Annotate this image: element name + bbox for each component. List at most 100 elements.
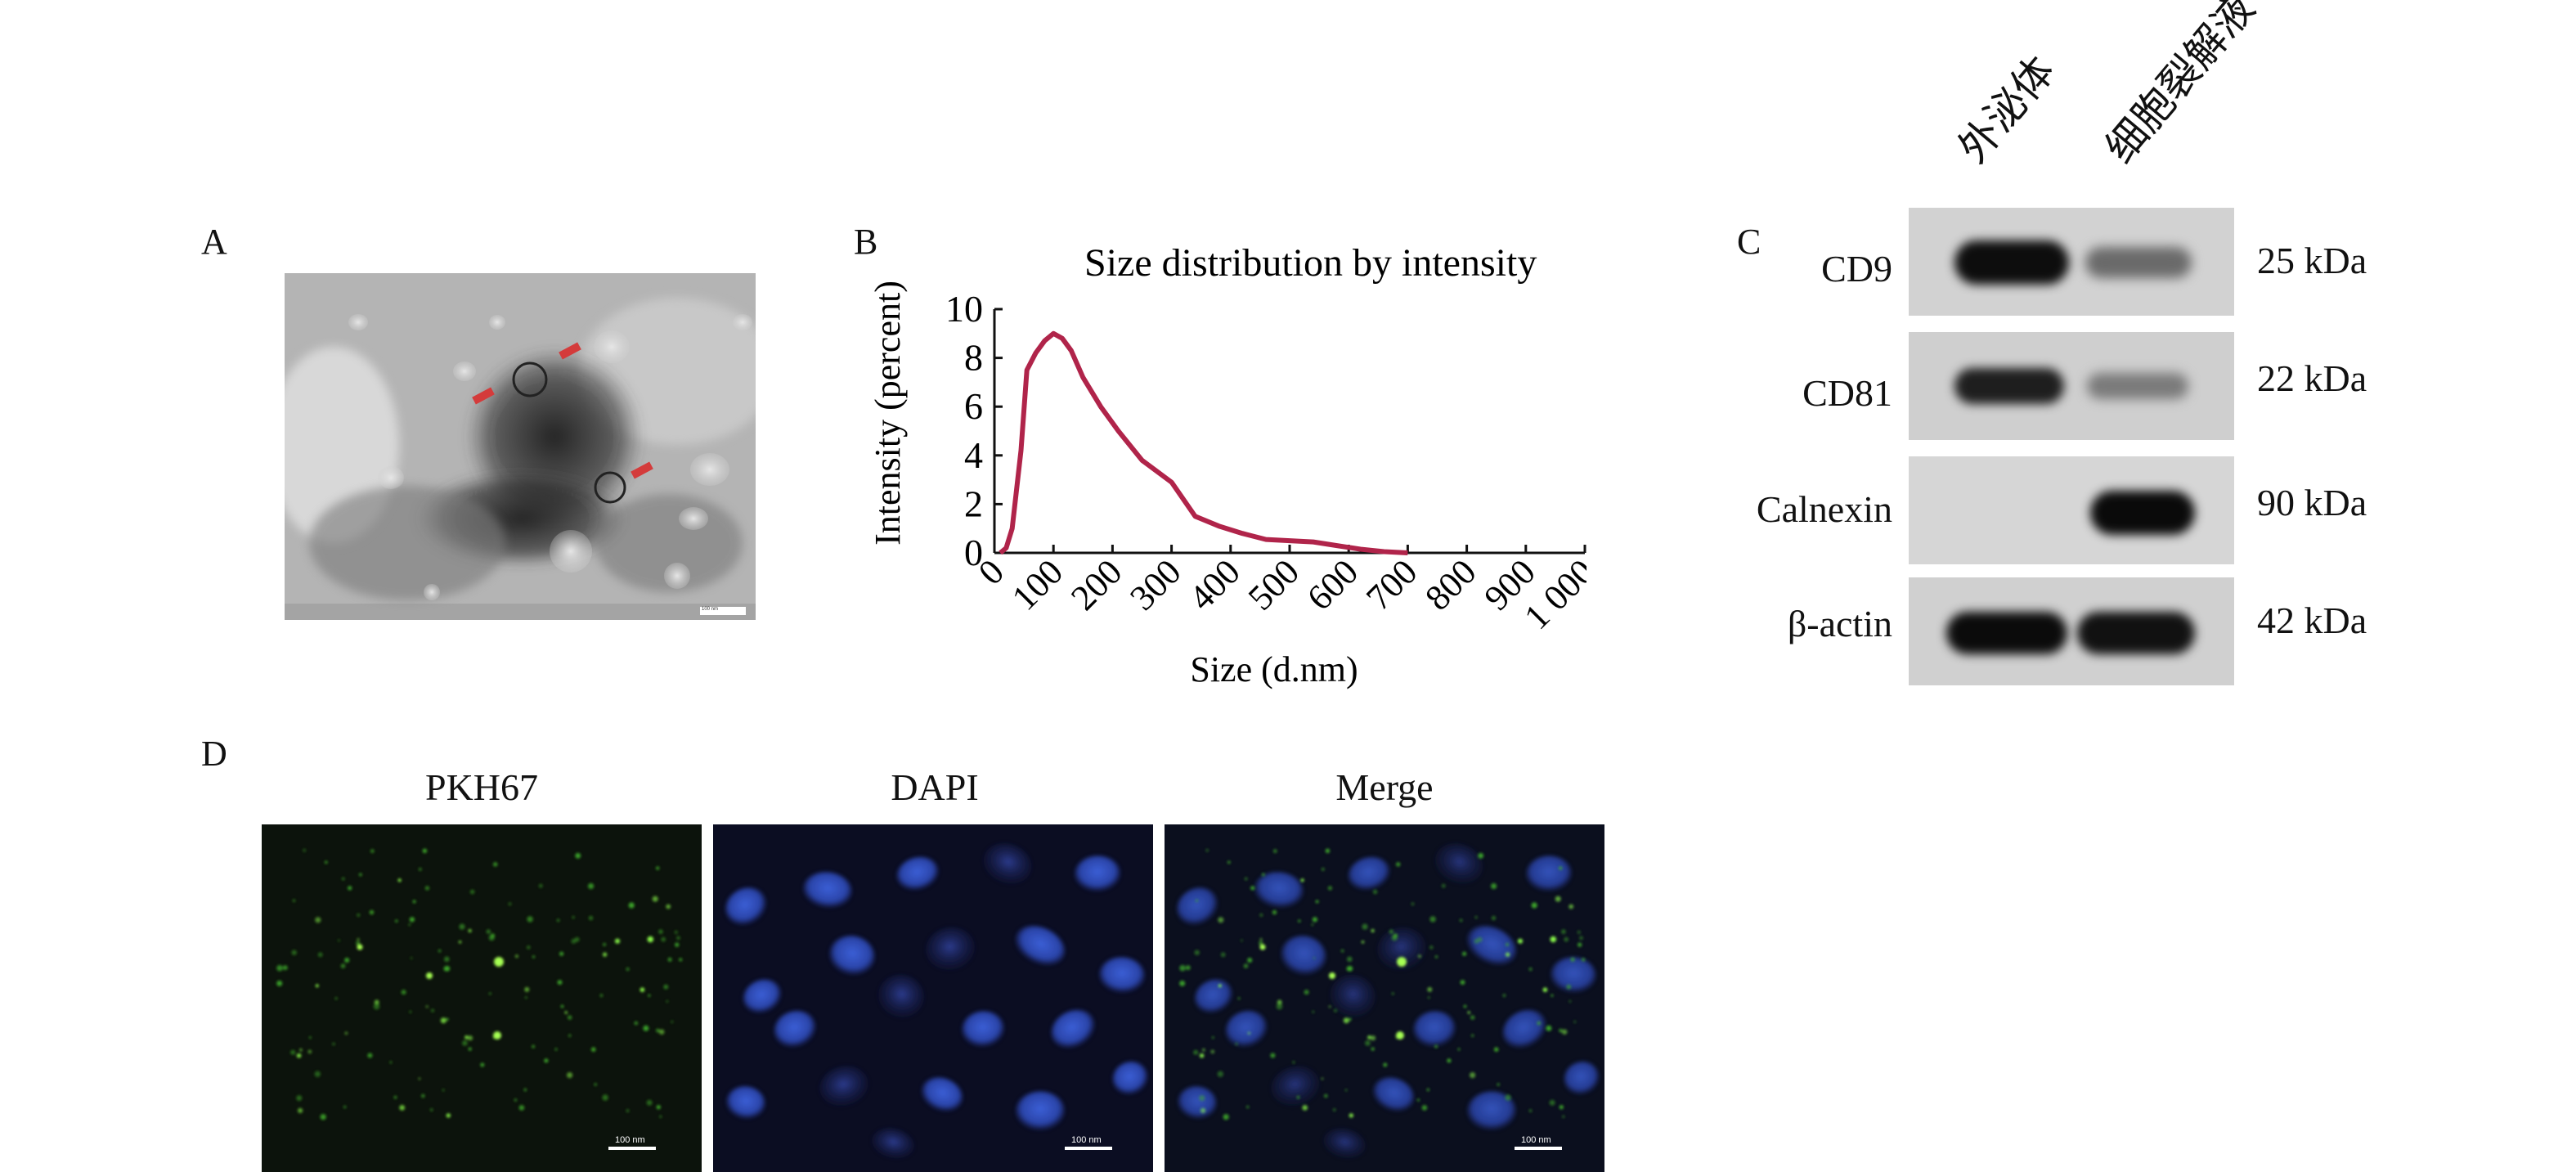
- green-vesicle-dot: [1298, 919, 1301, 923]
- green-vesicle-dot: [1447, 1058, 1452, 1063]
- green-vesicle-dot: [1429, 945, 1434, 950]
- green-vesicle-dot: [458, 941, 462, 944]
- nucleus: [1271, 1066, 1320, 1107]
- green-vesicle-dot: [559, 951, 564, 956]
- nucleus: [1372, 1077, 1415, 1111]
- green-vesicle-dot: [410, 957, 413, 959]
- green-vesicle-dot: [425, 1005, 429, 1008]
- green-vesicle-dot: [1179, 964, 1186, 972]
- green-vesicle-dot: [527, 916, 533, 923]
- green-vesicle-dot: [1365, 1040, 1371, 1046]
- green-vesicle-dot: [564, 1011, 568, 1014]
- green-vesicle-dot: [1259, 941, 1263, 945]
- nucleus: [726, 1085, 765, 1120]
- chart-axes: [993, 309, 1585, 555]
- green-vesicle-dot: [1470, 1015, 1475, 1020]
- green-vesicle-dot: [357, 913, 361, 917]
- dapi-fluorescence: [713, 824, 1153, 1172]
- panel-label-c: C: [1737, 222, 1761, 262]
- green-vesicle-dot: [671, 1021, 674, 1023]
- green-vesicle-dot: [538, 883, 543, 888]
- green-vesicle-dot: [1546, 1025, 1552, 1031]
- green-vesicle-dot: [656, 866, 660, 870]
- green-vesicle-dot: [409, 917, 415, 923]
- green-vesicle-dot: [359, 873, 362, 877]
- green-vesicle-dot: [524, 996, 527, 999]
- nucleus: [1051, 1009, 1095, 1049]
- green-vesicle-dot: [1179, 980, 1186, 986]
- green-vesicle-dot: [373, 1003, 380, 1010]
- green-vesicle-dot: [1300, 878, 1304, 882]
- blot-row-cd81: [1909, 332, 2234, 440]
- green-vesicle-dot: [421, 1093, 425, 1098]
- y-tick-label: 8: [964, 337, 983, 379]
- series-line: [999, 330, 1408, 555]
- nucleus: [983, 843, 1032, 884]
- lane-label-exosome: 外泌体: [1950, 47, 2064, 172]
- panel-label-d: D: [201, 734, 227, 774]
- green-vesicle-dot: [1262, 873, 1265, 877]
- green-vesicle-dot: [1471, 1034, 1474, 1037]
- nucleus: [1281, 935, 1326, 976]
- nucleus: [1323, 1128, 1366, 1159]
- green-vesicle-dot: [291, 950, 297, 955]
- green-vesicle-dot: [1315, 900, 1319, 904]
- green-vesicle-dot: [643, 1025, 649, 1031]
- green-vesicle-dot: [296, 1053, 302, 1058]
- green-vesicle-dot: [459, 923, 465, 930]
- pkh67-image: 100 nm: [262, 824, 702, 1172]
- green-vesicle-dot: [370, 849, 375, 853]
- x-tick-label: 100: [1004, 551, 1070, 617]
- scale-text-dapi: 100 nm: [1071, 1135, 1102, 1145]
- green-vesicle-dot: [418, 868, 422, 871]
- nucleus: [803, 871, 852, 909]
- green-vesicle-dot: [1434, 1044, 1438, 1049]
- green-vesicle-dot: [1223, 1114, 1229, 1120]
- title-merge: Merge: [1335, 766, 1434, 808]
- green-vesicle-dot: [1347, 956, 1353, 963]
- green-vesicle-dot: [1250, 886, 1255, 891]
- nucleus: [1377, 927, 1426, 971]
- green-vesicle-dot: [514, 1098, 517, 1102]
- green-vesicle-dot: [1551, 994, 1554, 997]
- green-vesicle-dot: [532, 955, 536, 959]
- green-vesicle-dot: [1329, 972, 1335, 979]
- green-vesicle-dot: [1202, 1049, 1205, 1052]
- green-vesicle-dot: [1259, 913, 1263, 917]
- green-vesicle-dot: [317, 952, 323, 958]
- green-vesicle-dot: [1467, 1011, 1470, 1014]
- green-vesicle-dot: [1243, 963, 1249, 968]
- green-vesicle-dot: [486, 929, 491, 934]
- x-tick-label: 800: [1417, 551, 1483, 617]
- green-vesicle-dot: [1570, 957, 1575, 962]
- green-vesicle-dot: [315, 917, 321, 923]
- green-vesicle-dot: [397, 878, 402, 882]
- nucleus: [878, 974, 924, 1018]
- green-vesicle-dot: [1371, 929, 1375, 932]
- green-vesicle-dot: [1372, 889, 1378, 895]
- green-vesicle-dot: [663, 984, 669, 990]
- green-vesicle-dot: [431, 1008, 434, 1013]
- kda-label-cd9: 25 kDa: [2257, 240, 2367, 281]
- green-vesicle-dot: [659, 1116, 662, 1118]
- protein-label-calnexin: Calnexin: [1756, 488, 1892, 530]
- green-vesicle-dot: [666, 999, 669, 1003]
- green-vesicle-dot: [491, 933, 495, 938]
- green-vesicle-dot: [1325, 848, 1331, 853]
- green-vesicle-dot: [412, 900, 416, 904]
- nucleus: [1176, 887, 1218, 926]
- green-vesicle-dot: [296, 1095, 303, 1102]
- green-vesicle-dot: [602, 1094, 608, 1101]
- nucleus: [1016, 1090, 1065, 1131]
- green-vesicle-dot: [469, 889, 475, 895]
- green-vesicle-dot: [1474, 916, 1478, 919]
- green-vesicle-dot: [588, 882, 595, 890]
- green-vesicle-dot: [401, 990, 406, 995]
- nucleus: [1075, 855, 1120, 892]
- green-vesicle-dot: [1340, 949, 1344, 953]
- green-vesicle-dot: [1457, 1048, 1461, 1051]
- x-tick-label: 400: [1182, 551, 1248, 617]
- nucleus: [819, 1066, 868, 1107]
- green-vesicle-dot: [1328, 1005, 1331, 1008]
- green-vesicle-dot: [1277, 999, 1282, 1005]
